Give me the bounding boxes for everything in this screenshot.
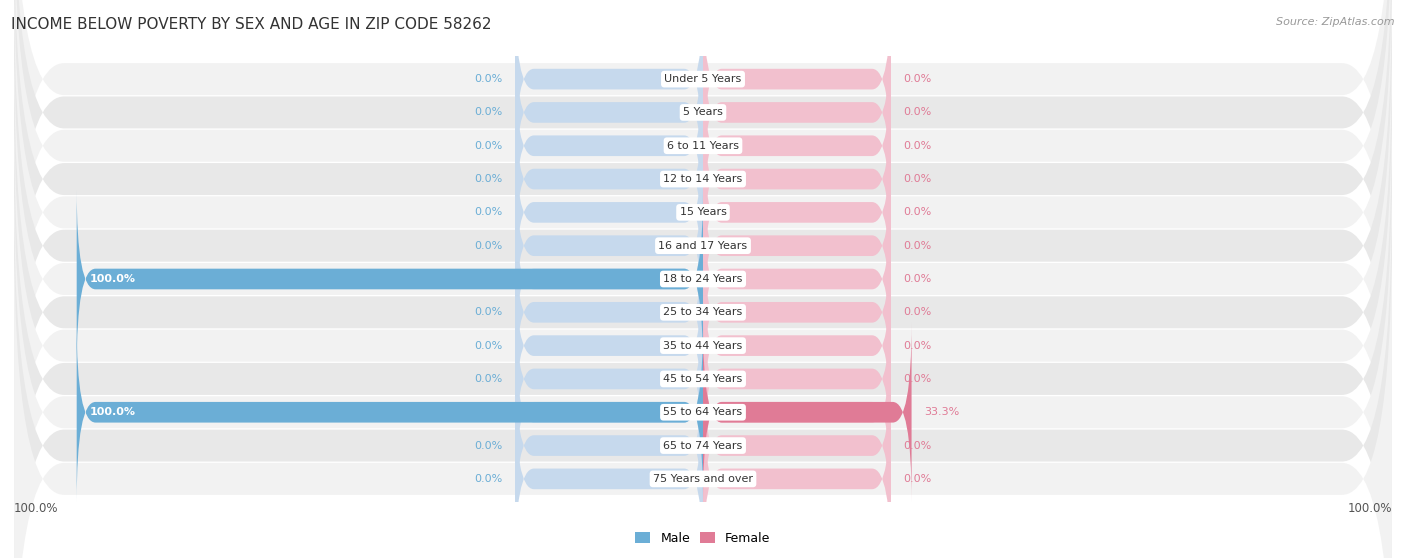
- Text: 25 to 34 Years: 25 to 34 Years: [664, 307, 742, 318]
- Text: 0.0%: 0.0%: [474, 174, 502, 184]
- Text: 0.0%: 0.0%: [904, 174, 932, 184]
- Text: 55 to 64 Years: 55 to 64 Years: [664, 407, 742, 417]
- FancyBboxPatch shape: [515, 356, 703, 535]
- FancyBboxPatch shape: [703, 123, 891, 302]
- Text: 0.0%: 0.0%: [474, 441, 502, 450]
- Text: Source: ZipAtlas.com: Source: ZipAtlas.com: [1277, 17, 1395, 27]
- Text: 0.0%: 0.0%: [904, 474, 932, 484]
- FancyBboxPatch shape: [77, 189, 703, 369]
- FancyBboxPatch shape: [703, 256, 891, 435]
- Text: 0.0%: 0.0%: [904, 307, 932, 318]
- Text: 0.0%: 0.0%: [904, 441, 932, 450]
- FancyBboxPatch shape: [515, 223, 703, 402]
- Text: 5 Years: 5 Years: [683, 108, 723, 117]
- FancyBboxPatch shape: [14, 0, 1392, 496]
- Text: 33.3%: 33.3%: [924, 407, 959, 417]
- FancyBboxPatch shape: [14, 195, 1392, 558]
- FancyBboxPatch shape: [14, 0, 1392, 430]
- FancyBboxPatch shape: [703, 389, 891, 558]
- FancyBboxPatch shape: [14, 228, 1392, 558]
- FancyBboxPatch shape: [515, 23, 703, 202]
- FancyBboxPatch shape: [14, 0, 1392, 363]
- FancyBboxPatch shape: [515, 89, 703, 268]
- Text: 0.0%: 0.0%: [474, 240, 502, 251]
- Text: 0.0%: 0.0%: [904, 108, 932, 117]
- Text: 45 to 54 Years: 45 to 54 Years: [664, 374, 742, 384]
- Text: INCOME BELOW POVERTY BY SEX AND AGE IN ZIP CODE 58262: INCOME BELOW POVERTY BY SEX AND AGE IN Z…: [11, 17, 492, 32]
- Text: 0.0%: 0.0%: [904, 274, 932, 284]
- Text: 0.0%: 0.0%: [474, 141, 502, 151]
- Text: 6 to 11 Years: 6 to 11 Years: [666, 141, 740, 151]
- Text: Under 5 Years: Under 5 Years: [665, 74, 741, 84]
- Text: 0.0%: 0.0%: [474, 108, 502, 117]
- Text: 100.0%: 100.0%: [14, 502, 59, 515]
- Legend: Male, Female: Male, Female: [630, 527, 776, 550]
- FancyBboxPatch shape: [703, 356, 891, 535]
- FancyBboxPatch shape: [14, 128, 1392, 558]
- Text: 16 and 17 Years: 16 and 17 Years: [658, 240, 748, 251]
- FancyBboxPatch shape: [515, 56, 703, 235]
- Text: 18 to 24 Years: 18 to 24 Years: [664, 274, 742, 284]
- Text: 0.0%: 0.0%: [474, 474, 502, 484]
- FancyBboxPatch shape: [14, 162, 1392, 558]
- FancyBboxPatch shape: [14, 0, 1392, 396]
- Text: 12 to 14 Years: 12 to 14 Years: [664, 174, 742, 184]
- Text: 0.0%: 0.0%: [904, 141, 932, 151]
- FancyBboxPatch shape: [515, 323, 703, 502]
- Text: 0.0%: 0.0%: [474, 340, 502, 350]
- FancyBboxPatch shape: [703, 189, 891, 369]
- FancyBboxPatch shape: [515, 290, 703, 469]
- FancyBboxPatch shape: [515, 156, 703, 335]
- FancyBboxPatch shape: [703, 323, 911, 502]
- Text: 0.0%: 0.0%: [904, 340, 932, 350]
- Text: 0.0%: 0.0%: [904, 240, 932, 251]
- FancyBboxPatch shape: [515, 256, 703, 435]
- Text: 0.0%: 0.0%: [474, 374, 502, 384]
- FancyBboxPatch shape: [14, 28, 1392, 530]
- FancyBboxPatch shape: [14, 62, 1392, 558]
- Text: 0.0%: 0.0%: [474, 307, 502, 318]
- FancyBboxPatch shape: [515, 0, 703, 169]
- Text: 0.0%: 0.0%: [474, 74, 502, 84]
- FancyBboxPatch shape: [515, 123, 703, 302]
- Text: 100.0%: 100.0%: [89, 407, 135, 417]
- FancyBboxPatch shape: [703, 156, 891, 335]
- FancyBboxPatch shape: [14, 0, 1392, 330]
- FancyBboxPatch shape: [703, 0, 891, 169]
- FancyBboxPatch shape: [703, 223, 891, 402]
- FancyBboxPatch shape: [703, 23, 891, 202]
- FancyBboxPatch shape: [703, 89, 891, 268]
- FancyBboxPatch shape: [77, 323, 703, 502]
- Text: 0.0%: 0.0%: [474, 208, 502, 218]
- Text: 65 to 74 Years: 65 to 74 Years: [664, 441, 742, 450]
- FancyBboxPatch shape: [515, 389, 703, 558]
- FancyBboxPatch shape: [703, 323, 891, 502]
- Text: 35 to 44 Years: 35 to 44 Years: [664, 340, 742, 350]
- Text: 15 Years: 15 Years: [679, 208, 727, 218]
- FancyBboxPatch shape: [703, 56, 891, 235]
- Text: 0.0%: 0.0%: [904, 374, 932, 384]
- FancyBboxPatch shape: [515, 189, 703, 369]
- FancyBboxPatch shape: [14, 95, 1392, 558]
- Text: 100.0%: 100.0%: [1347, 502, 1392, 515]
- Text: 75 Years and over: 75 Years and over: [652, 474, 754, 484]
- Text: 0.0%: 0.0%: [904, 208, 932, 218]
- FancyBboxPatch shape: [703, 290, 891, 469]
- Text: 100.0%: 100.0%: [89, 274, 135, 284]
- Text: 0.0%: 0.0%: [904, 74, 932, 84]
- FancyBboxPatch shape: [14, 0, 1392, 463]
